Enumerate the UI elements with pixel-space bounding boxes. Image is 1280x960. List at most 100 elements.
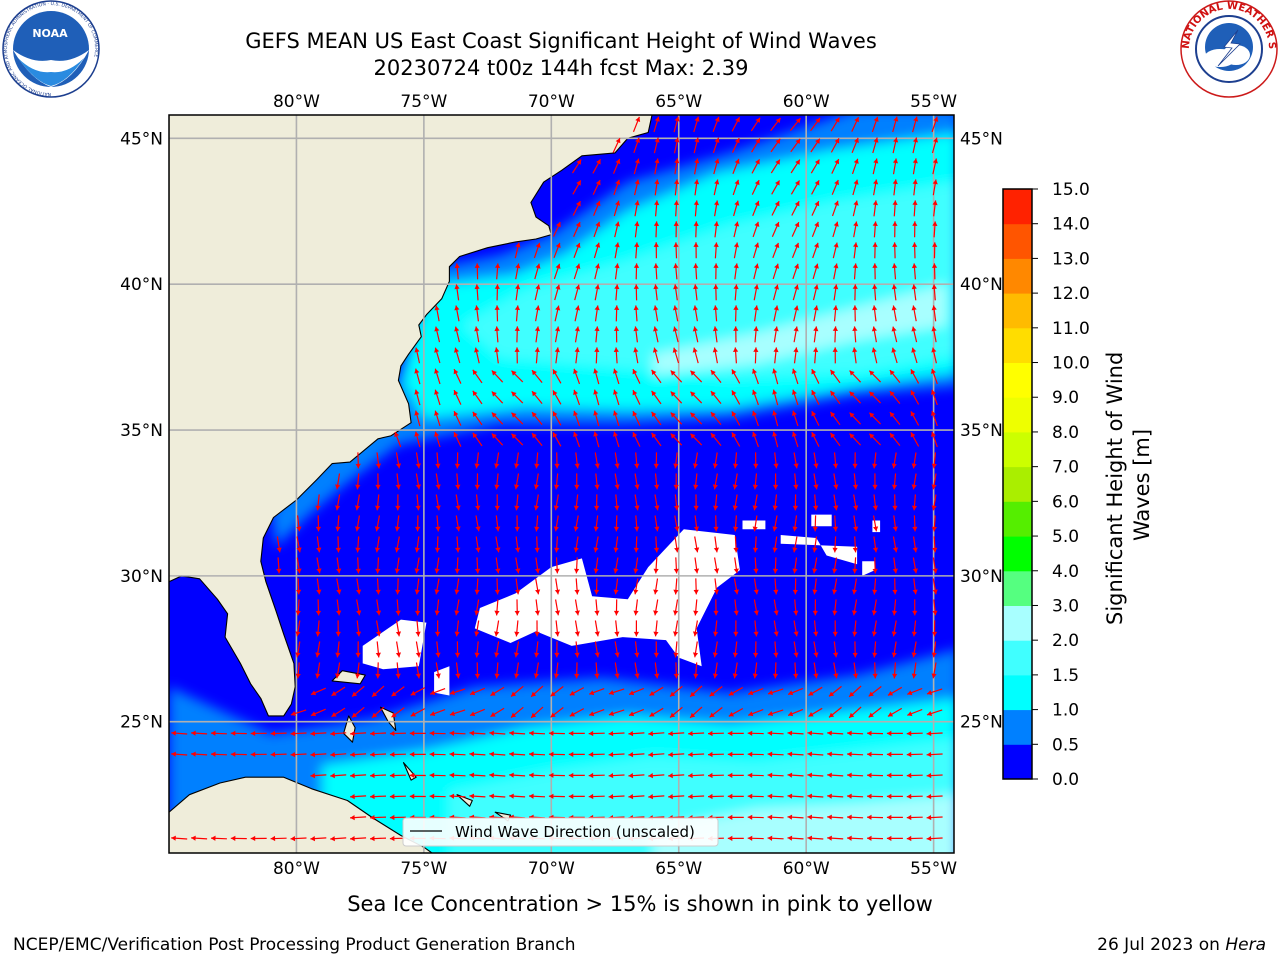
lon-tick-label-top: 70°W [528, 92, 575, 112]
wave-arrow-head [429, 730, 435, 736]
wave-arrow-head [692, 305, 699, 311]
wave-arrow-head [792, 589, 798, 595]
wave-arrow-head [648, 731, 654, 737]
wave-arrow-head [673, 242, 679, 247]
colorbar-tick-label: 11.0 [1052, 319, 1090, 339]
wave-arrow-head [250, 730, 256, 737]
map-panel [169, 115, 954, 853]
wave-arrow-head [250, 835, 256, 842]
lat-tick-label-left: 35°N [120, 421, 163, 441]
wave-arrow-head [409, 751, 415, 757]
wave-arrow-head [554, 610, 561, 616]
wave-arrow-head [767, 730, 773, 736]
wave-arrow-head [409, 793, 415, 799]
wave-arrow-head [429, 793, 435, 799]
wave-arrow-head [852, 484, 859, 490]
colorbar-segment [1003, 362, 1032, 398]
wave-arrow-head [654, 158, 660, 164]
wave-arrow-head [794, 180, 800, 186]
wave-arrow-head [795, 138, 801, 145]
colorbar-segment [1003, 397, 1032, 433]
wave-arrow-head [733, 284, 739, 290]
wave-arrow-head [694, 547, 700, 553]
wave-arrow-head [494, 505, 500, 511]
wave-arrow-head [787, 751, 793, 757]
wave-arrow-head [907, 690, 913, 696]
wave-arrow-head [871, 305, 878, 311]
wave-arrow-head [315, 673, 321, 679]
wave-arrow-head [654, 673, 660, 679]
wave-arrow-head [906, 772, 912, 779]
wave-arrow-head [713, 221, 719, 227]
wave-arrow-head [690, 412, 696, 418]
wave-arrow-head [474, 673, 481, 679]
wave-arrow-head [648, 794, 654, 800]
wave-arrow-head [713, 589, 719, 595]
wave-arrow-head [670, 391, 676, 397]
wave-arrow-head [847, 730, 852, 736]
wave-arrow-head [690, 691, 696, 697]
wave-arrow-head [389, 751, 395, 758]
colorbar-segment [1003, 605, 1032, 641]
wave-arrow-head [509, 772, 514, 778]
wave-arrow-head [654, 505, 660, 511]
wave-arrow-head [753, 589, 759, 595]
colorbar-tick-label: 0.0 [1052, 770, 1079, 790]
wave-arrow-head [932, 589, 938, 595]
wave-arrow-head [775, 159, 780, 165]
wave-arrow-head [633, 547, 639, 553]
wave-arrow-head [674, 505, 680, 511]
wave-arrow-head [628, 752, 634, 758]
wave-arrow-head [613, 389, 618, 395]
wave-arrow-head [668, 752, 673, 758]
wave-arrow-head [614, 505, 620, 511]
wave-arrow-head [335, 484, 341, 490]
wave-arrow-head [712, 347, 718, 353]
wave-arrow-head [833, 263, 839, 269]
wave-arrow-head [774, 222, 780, 228]
wave-arrow-head [533, 505, 540, 511]
wave-arrow-head [653, 631, 659, 637]
wave-arrow-head [575, 222, 581, 228]
wave-arrow-head [847, 835, 852, 841]
wave-arrow-head [668, 773, 673, 779]
wave-arrow-head [653, 284, 659, 290]
wave-arrow-head [296, 526, 302, 532]
wave-arrow-head [455, 673, 461, 679]
wave-arrow-head [911, 347, 917, 353]
wave-arrow-head [931, 463, 937, 469]
wave-arrow-head [891, 652, 897, 658]
wave-arrow-head [489, 730, 494, 736]
wave-arrow-head [712, 463, 718, 469]
wave-arrow-head [852, 631, 858, 637]
missing-data-blob-6 [862, 561, 875, 576]
wave-arrow-head [830, 432, 836, 439]
wave-arrow-head [614, 263, 620, 269]
wave-arrow-head [310, 773, 316, 779]
wave-arrow-head [415, 526, 421, 532]
wave-arrow-head [912, 158, 918, 164]
wave-arrow-head [713, 526, 719, 532]
wave-arrow-head [713, 200, 720, 206]
wave-arrow-head [713, 242, 719, 248]
wave-arrow-head [310, 731, 316, 737]
wave-arrow-head [775, 118, 781, 124]
wave-arrow-head [394, 526, 401, 532]
wave-arrow-head [832, 589, 838, 595]
wave-arrow-head [735, 117, 740, 123]
wave-arrow-head [814, 221, 820, 228]
wave-arrow-head [649, 690, 655, 696]
wave-arrow-head [767, 835, 773, 841]
wave-arrow-head [747, 793, 753, 799]
wave-arrow-head [692, 652, 699, 658]
wave-arrow-head [535, 284, 541, 290]
wave-arrow-head [852, 547, 858, 553]
wave-arrow-head [733, 263, 739, 269]
wave-arrow-head [734, 221, 740, 227]
wave-arrow-head [575, 284, 581, 290]
wave-arrow-head [552, 411, 558, 417]
wave-arrow-head [531, 391, 537, 397]
wave-arrow-head [593, 547, 599, 553]
wave-arrow-head [633, 305, 639, 311]
wave-arrow-head [593, 526, 599, 532]
